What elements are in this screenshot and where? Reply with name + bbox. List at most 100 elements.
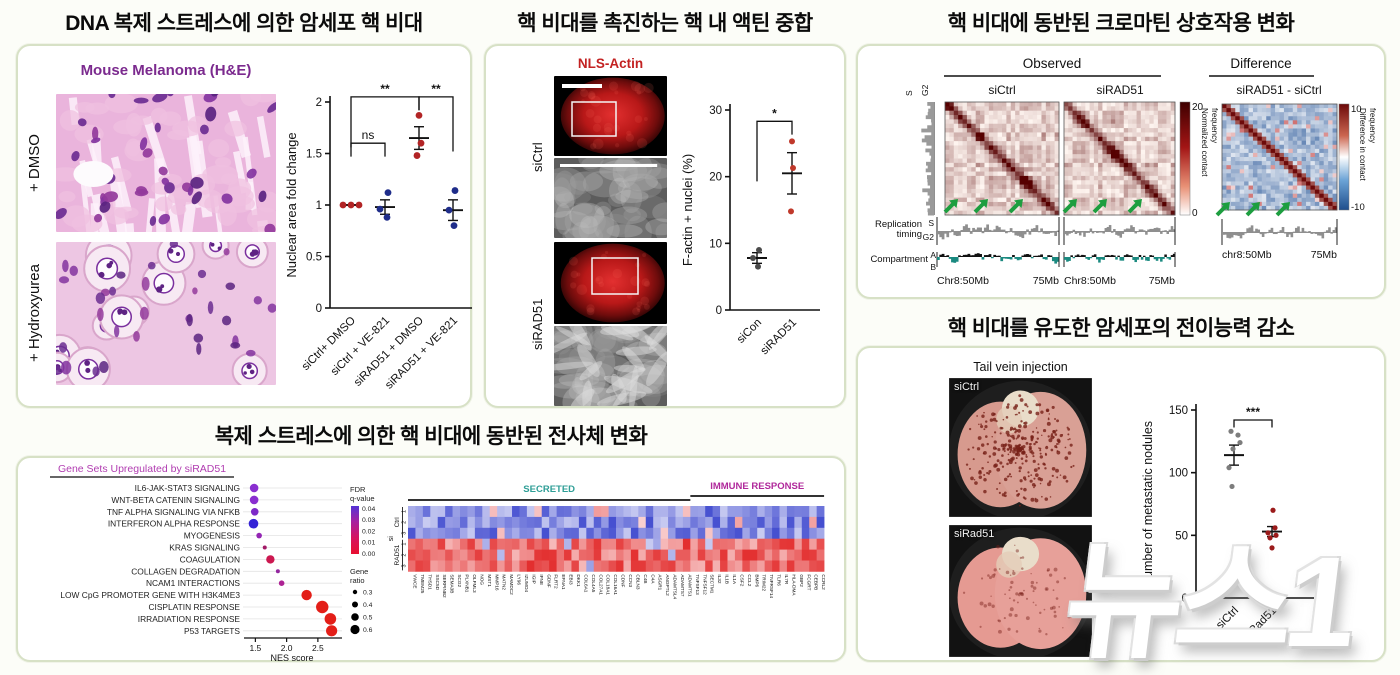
svg-text:SECRETED: SECRETED [523,484,575,495]
svg-text:0.04: 0.04 [362,506,375,513]
svg-text:EFNA1: EFNA1 [561,574,566,590]
svg-text:CCN3: CCN3 [628,574,633,587]
difference-label: Difference [1230,56,1291,71]
svg-text:0.5: 0.5 [306,252,322,264]
svg-text:IL1A: IL1A [732,574,737,585]
expression-heatmap: SECRETED IMMUNE RESPONSE VWCE TMEM25 THSD1 SS… [388,481,826,600]
svg-text:0.6: 0.6 [363,627,373,634]
svg-text:GDNF: GDNF [546,574,551,587]
svg-text:Number of metastatic nodules: Number of metastatic nodules [1141,421,1155,587]
panel5-title: 핵 비대를 유도한 암세포의 전이능력 감소 [947,317,1295,340]
svg-text:Nuclear area fold change: Nuclear area fold change [284,132,299,277]
svg-text:**: ** [431,82,441,96]
svg-text:q-value: q-value [350,494,375,503]
svg-text:0.4: 0.4 [363,602,373,609]
gray-zoom-sictrl [554,158,667,238]
hydroxyurea-row-label: + Hydroxyurea [26,264,43,363]
svg-text:TMEM25: TMEM25 [420,574,425,593]
svg-text:B: B [930,262,936,272]
svg-text:INTERFERON ALPHA RESPONSE: INTERFERON ALPHA RESPONSE [108,519,241,529]
fluorescence-nucleus-sictrl [554,76,667,156]
svg-text:***: *** [1246,405,1260,419]
he-image-hydroxyurea [56,242,276,385]
svg-text:150: 150 [1169,405,1188,417]
svg-text:1.5: 1.5 [306,149,322,161]
panel2-title: 핵 비대를 촉진하는 핵 내 액틴 중합 [517,12,813,35]
svg-text:C4A: C4A [650,574,655,584]
svg-text:2.0: 2.0 [281,643,293,653]
sictrl-row-label: siCtrl [530,142,545,172]
fluorescence-nucleus-sirad51 [554,242,667,324]
svg-text:SECTM1: SECTM1 [710,574,715,593]
svg-text:NCAM1 INTERACTIONS: NCAM1 INTERACTIONS [146,578,240,588]
svg-text:frequency: frequency [1368,108,1377,143]
svg-text:ADAMTS1: ADAMTS1 [687,574,692,597]
gsea-dotplot: Gene Sets Upregulated by siRAD51 IL6-JAK-… [50,463,375,662]
svg-text:P53 TARGETS: P53 TARGETS [184,626,240,636]
svg-text:siRAD51: siRAD51 [759,317,800,358]
svg-text:ns: ns [362,128,375,142]
svg-text:A: A [930,250,936,260]
svg-text:Gene: Gene [350,567,368,576]
svg-text:-10: -10 [1351,202,1365,213]
panel4-title: 복제 스트레스에 의한 핵 비대에 동반된 전사체 변화 [214,425,648,448]
svg-text:RAD51: RAD51 [394,544,401,565]
svg-text:si: si [388,536,395,542]
svg-text:CEBPB: CEBPB [814,574,819,590]
svg-text:IRRADIATION RESPONSE: IRRADIATION RESPONSE [138,614,241,624]
svg-text:Replication: Replication [875,219,922,230]
svg-text:NES score: NES score [270,653,313,662]
svg-text:10: 10 [709,238,722,250]
svg-text:0.03: 0.03 [362,517,375,524]
panel-nuclear-enlargement: Mouse Melanoma (H&E) + DMSO + Hydroxyure… [16,44,472,408]
svg-text:MAMDC2: MAMDC2 [509,574,514,595]
svg-text:IGIP: IGIP [531,574,536,583]
svg-text:HLA-DMA: HLA-DMA [791,574,796,596]
svg-text:siRAD51: siRAD51 [1096,83,1144,97]
panel1-title: DNA 복제 스트레스에 의한 암세포 핵 비대 [65,12,423,35]
svg-text:chr8:50Mb: chr8:50Mb [1222,249,1272,261]
svg-text:MST1: MST1 [487,574,492,587]
lung-sirad51-label: siRad51 [954,528,995,540]
svg-text:siCon: siCon [735,317,764,346]
svg-text:SEMA3B: SEMA3B [450,574,455,593]
svg-text:VWCE: VWCE [413,574,418,588]
svg-text:FLRT2: FLRT2 [554,574,559,589]
panel-metastasis: Tail vein injection siCtrl siRad51 0 50 10… [856,346,1386,662]
svg-text:IFNE: IFNE [539,574,544,585]
svg-text:TLR6: TLR6 [777,574,782,586]
svg-text:2: 2 [402,554,408,557]
svg-text:COAGULATION: COAGULATION [180,554,240,564]
svg-text:GBP2: GBP2 [799,574,804,587]
svg-text:FDR: FDR [350,485,366,494]
he-image-label: Mouse Melanoma (H&E) [80,62,252,79]
svg-text:CCL2: CCL2 [747,574,752,586]
svg-text:0.01: 0.01 [362,540,375,547]
svg-text:3: 3 [402,564,408,567]
svg-text:0.3: 0.3 [363,590,373,597]
svg-text:CCRL2: CCRL2 [821,574,826,590]
svg-text:F-actin + nuclei (%): F-actin + nuclei (%) [680,154,695,266]
svg-text:IL1B: IL1B [725,574,730,584]
svg-text:S: S [904,90,914,96]
svg-text:C4B: C4B [643,574,648,583]
svg-text:0: 0 [1192,208,1198,219]
svg-text:siRAD51 - siCtrl: siRAD51 - siCtrl [1236,83,1321,97]
svg-text:G2: G2 [920,84,930,96]
svg-text:0: 0 [316,303,322,315]
svg-text:IL6-JAK-STAT3 SIGNALING: IL6-JAK-STAT3 SIGNALING [135,483,240,493]
he-image-dmso [56,94,276,232]
svg-text:MMP16: MMP16 [494,574,499,591]
svg-text:*: * [772,106,777,120]
svg-text:NOG: NOG [479,574,484,585]
svg-text:Difference in contact: Difference in contact [1358,108,1367,182]
svg-text:Compartment: Compartment [870,254,928,265]
svg-text:MYOGENESIS: MYOGENESIS [184,531,241,541]
svg-text:THSD1: THSD1 [427,574,432,590]
svg-text:COL27A1: COL27A1 [598,574,603,595]
svg-text:ratio: ratio [350,576,365,585]
svg-text:Chr8:50Mb: Chr8:50Mb [1064,275,1116,287]
svg-text:50: 50 [1175,530,1188,542]
svg-text:20: 20 [1192,102,1204,113]
